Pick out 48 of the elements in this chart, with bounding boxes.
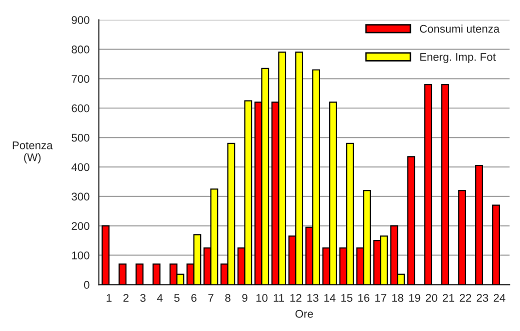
x-axis-title: Ore: [295, 310, 313, 318]
x-tick-label: 1: [106, 294, 112, 302]
bar: [407, 156, 416, 285]
x-tick-label: 19: [409, 294, 420, 302]
bar: [475, 164, 483, 285]
x-tick-label: 9: [242, 294, 248, 302]
y-tick-label: 100: [72, 252, 90, 260]
bar: [102, 225, 110, 285]
bar: [424, 84, 432, 285]
y-tick-label: 400: [71, 163, 90, 172]
y-axis-title: Potenza (W): [12, 142, 53, 164]
x-tick-label: 5: [174, 294, 180, 302]
x-tick-label: 11: [274, 294, 284, 302]
x-tick-label: 4: [157, 294, 163, 302]
y-tick-label: 700: [72, 74, 90, 83]
y-tick-label: 200: [72, 222, 90, 230]
bar: [152, 264, 160, 285]
legend-label: Energ. Imp. Fot: [420, 53, 496, 64]
bar: [441, 84, 450, 285]
x-tick-label: 15: [341, 294, 352, 302]
x-tick-label: 2: [123, 294, 128, 302]
x-tick-label: 8: [225, 294, 230, 302]
legend-label: Consumi utenza: [420, 24, 500, 33]
x-tick-label: 24: [494, 294, 506, 302]
x-tick-label: 7: [208, 294, 214, 302]
y-tick-label: 300: [72, 192, 90, 201]
x-tick-label: 13: [307, 294, 318, 302]
y-tick-label: 0: [84, 280, 90, 289]
x-tick-label: 17: [375, 294, 386, 302]
x-tick-label: 18: [392, 294, 404, 302]
bar: [492, 204, 500, 285]
x-tick-label: 10: [256, 294, 268, 302]
x-tick-label: 20: [426, 294, 438, 302]
x-tick-label: 6: [191, 294, 196, 302]
x-tick-label: 23: [476, 294, 488, 302]
y-tick-label: 800: [72, 46, 90, 54]
y-tick-label: 500: [72, 134, 90, 142]
x-tick-label: 14: [324, 294, 336, 302]
bar: [458, 190, 466, 285]
y-tick-label: 600: [72, 104, 90, 112]
x-tick-label: 12: [290, 294, 302, 302]
x-tick-label: 3: [140, 294, 146, 302]
bar: [136, 264, 144, 285]
x-tick-label: 16: [358, 294, 370, 302]
x-tick-label: 21: [442, 294, 454, 302]
x-tick-label: 22: [460, 294, 472, 302]
y-tick-label: 900: [72, 16, 90, 24]
bar: [118, 264, 127, 285]
